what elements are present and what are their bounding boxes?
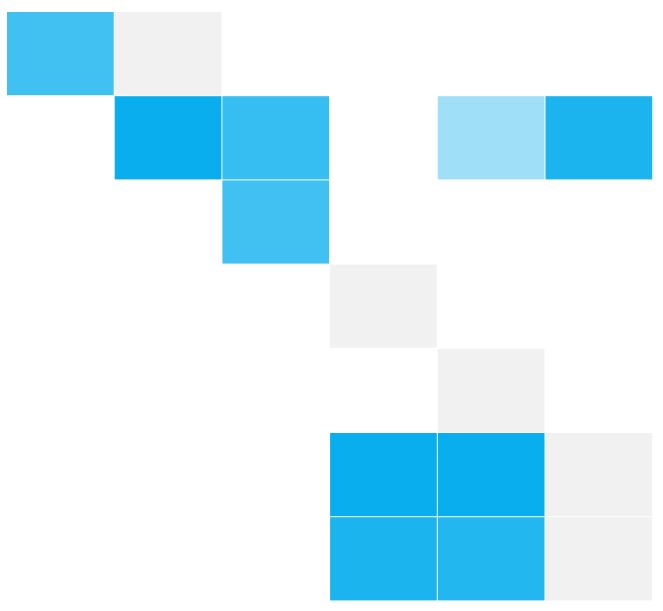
heatmap-cell-r1-c4 [437,96,545,180]
heatmap-cell-r3-c3 [330,264,437,348]
heatmap-cell-r5-c3 [330,433,437,517]
heatmap-cell-r6-c4 [437,517,545,601]
heatmap-cell-r4-c4 [437,348,545,432]
heatmap-cell-r0-c1 [114,12,222,96]
heatmap-cell-r1-c5 [545,96,653,180]
heatmap-cell-r0-c0 [7,12,114,96]
heatmap-cell-r5-c5 [545,433,653,517]
heatmap-cell-r6-c3 [330,517,437,601]
heatmap-cell-r2-c2 [222,180,330,264]
heatmap-cell-r5-c4 [437,433,545,517]
heatmap-cell-r1-c2 [222,96,330,180]
heatmap-cell-r6-c5 [545,517,653,601]
heatmap-cell-r1-c1 [114,96,222,180]
